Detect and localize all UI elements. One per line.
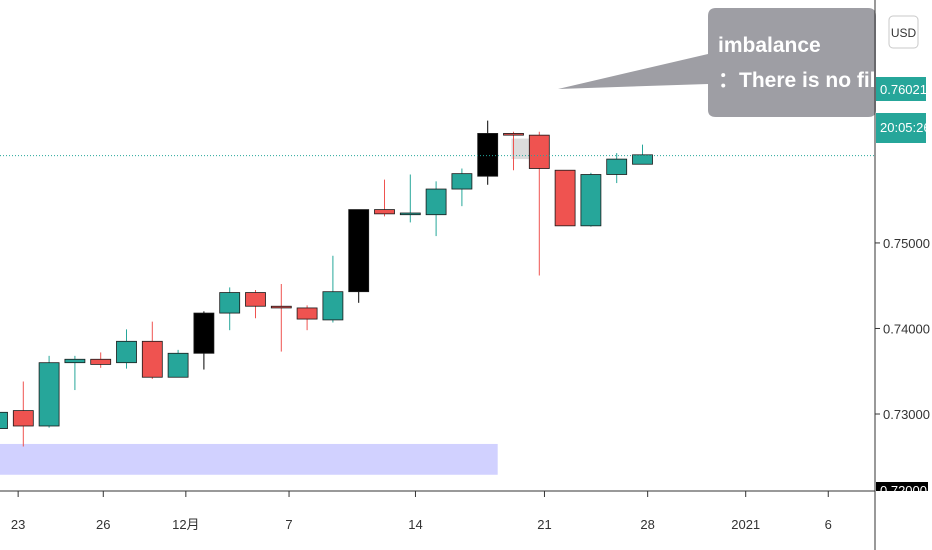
price-axis-ticks[interactable]: 0.73000 0.74000 0.75000 xyxy=(875,236,930,422)
imbalance-annotation: imbalance ：There is no fill in xyxy=(558,8,906,117)
price-tick-label: 0.73000 xyxy=(883,407,930,422)
candle xyxy=(245,289,266,319)
candle-body xyxy=(0,411,8,429)
candles-layer xyxy=(0,120,653,447)
candle-body xyxy=(503,133,524,136)
candle xyxy=(141,321,163,379)
candle xyxy=(193,311,215,370)
currency-button-frame[interactable] xyxy=(888,15,919,49)
candle-body xyxy=(245,292,266,307)
candle-body xyxy=(193,312,215,354)
time-tick-label: 21 xyxy=(537,517,551,532)
currency-button[interactable]: USD xyxy=(888,15,919,49)
candle xyxy=(425,181,447,237)
candle xyxy=(374,179,395,217)
candle-body xyxy=(322,291,344,321)
time-tick-label: 12月 xyxy=(172,517,199,532)
bottom-price-value: 0.72000 xyxy=(880,483,927,498)
candle-body xyxy=(399,212,421,216)
candle-body xyxy=(12,410,34,427)
time-tick-label: 28 xyxy=(640,517,654,532)
time-tick-label: 26 xyxy=(96,517,110,532)
candle xyxy=(116,329,137,369)
candle xyxy=(38,355,60,428)
candle-body xyxy=(580,174,602,227)
candle-body xyxy=(64,358,86,364)
candle-body xyxy=(348,209,370,293)
candle-body xyxy=(606,158,628,175)
candle xyxy=(90,352,112,368)
candle xyxy=(12,381,34,447)
price-tick-label: 0.74000 xyxy=(883,321,930,336)
time-tick-label: 6 xyxy=(825,517,832,532)
candle-body xyxy=(296,307,318,320)
candle xyxy=(503,131,524,171)
last-price-value: 0.76021 xyxy=(880,82,927,97)
candle xyxy=(64,355,86,391)
candle-body xyxy=(219,292,241,314)
support-zone-layer xyxy=(0,138,542,475)
candle xyxy=(270,283,292,352)
candle-body xyxy=(374,209,395,215)
candle-body xyxy=(554,169,576,227)
candle-body xyxy=(477,133,499,177)
countdown-value: 20:05:26 xyxy=(880,120,931,135)
axes-layer xyxy=(0,0,876,550)
candle xyxy=(296,305,318,331)
candle xyxy=(554,169,576,227)
candle xyxy=(322,255,344,323)
time-tick-label: 23 xyxy=(11,517,25,532)
candle-body xyxy=(38,362,60,427)
candle-body xyxy=(451,173,473,190)
candle xyxy=(451,168,473,207)
candle-body xyxy=(528,134,550,169)
candle-body xyxy=(116,340,137,364)
candle-body xyxy=(141,340,163,378)
candle xyxy=(477,120,499,185)
candle xyxy=(399,174,421,223)
price-tick-label: 0.75000 xyxy=(883,236,930,251)
bottom-price-badge-bg xyxy=(876,482,928,491)
candle xyxy=(632,144,653,165)
candle xyxy=(167,349,189,378)
candle xyxy=(219,287,241,331)
candle-body xyxy=(425,188,447,216)
time-axis-ticks[interactable]: 23 26 12月 7 14 21 28 2021 6 xyxy=(11,491,832,532)
time-tick-label: 7 xyxy=(285,517,292,532)
candle xyxy=(528,131,550,276)
countdown-badge: 20:05:26 xyxy=(876,113,931,143)
candle xyxy=(0,411,8,429)
last-price-badge: 0.76021 xyxy=(876,77,927,101)
annotation-bubble xyxy=(558,8,876,117)
candle xyxy=(348,209,370,303)
candle-body xyxy=(167,352,189,378)
candle-body xyxy=(90,358,112,365)
time-tick-label: 14 xyxy=(408,517,422,532)
annotation-line-2: ：There is no fill in xyxy=(718,69,906,92)
annotation-line-1: imbalance xyxy=(718,34,821,57)
time-tick-label: 2021 xyxy=(731,517,760,532)
countdown-badge-bg xyxy=(876,113,926,143)
demand-zone xyxy=(0,443,498,475)
candle-body xyxy=(270,305,292,309)
candle xyxy=(580,172,602,227)
last-price-badge-bg xyxy=(876,77,926,101)
candle-body xyxy=(632,154,653,165)
bottom-price-badge: 0.72000 xyxy=(876,482,928,498)
candle xyxy=(606,153,628,184)
currency-label: USD xyxy=(891,26,917,40)
